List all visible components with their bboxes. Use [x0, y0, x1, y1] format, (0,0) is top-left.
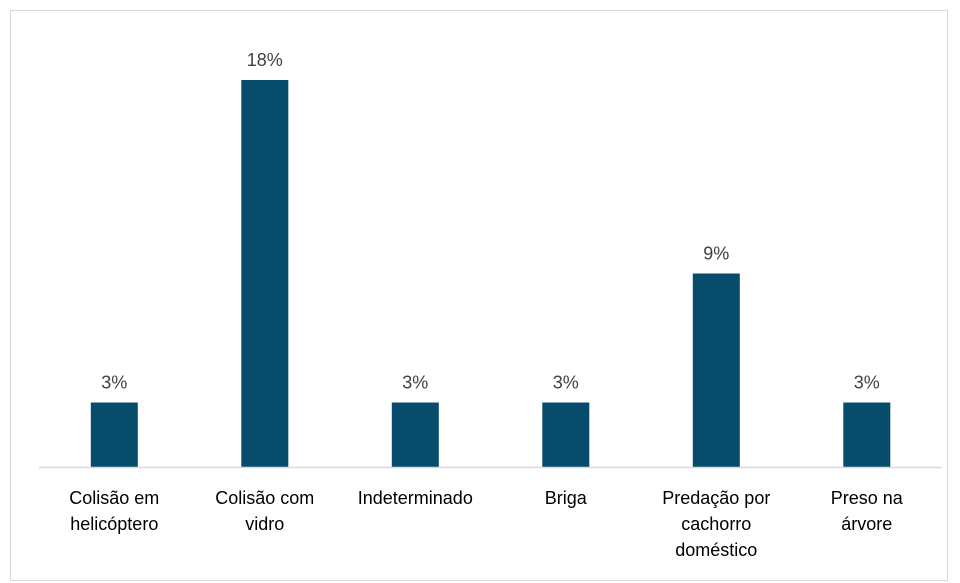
bar-2 [391, 402, 439, 467]
category-label-0: Colisão em helicóptero [69, 488, 159, 534]
category-label-5: Preso na árvore [831, 488, 904, 534]
data-label-3: 3% [553, 373, 579, 393]
category-label-2: Indeterminado [358, 488, 473, 508]
category-label-line: Briga [545, 488, 588, 508]
data-label-1: 18% [247, 50, 283, 70]
data-label-5: 3% [854, 373, 880, 393]
category-label-line: árvore [841, 514, 892, 534]
category-label-line: Preso na [831, 488, 904, 508]
bar-5 [843, 402, 891, 467]
bar-4 [692, 273, 740, 467]
bar-1 [241, 80, 289, 467]
bar-3 [542, 402, 590, 467]
category-label-line: Colisão com [215, 488, 314, 508]
category-label-line: cachorro [681, 514, 751, 534]
chart-frame [10, 10, 948, 581]
bar-0 [90, 402, 138, 467]
category-label-line: helicóptero [70, 514, 158, 534]
data-label-2: 3% [402, 373, 428, 393]
data-label-0: 3% [101, 373, 127, 393]
category-label-3: Briga [545, 488, 588, 508]
category-label-line: Predação por [662, 488, 770, 508]
category-label-4: Predação por cachorro doméstico [662, 488, 770, 560]
category-label-line: Indeterminado [358, 488, 473, 508]
category-label-line: doméstico [675, 540, 757, 560]
category-label-1: Colisão com vidro [215, 488, 314, 534]
data-label-4: 9% [703, 244, 729, 264]
category-label-line: Colisão em [69, 488, 159, 508]
category-label-line: vidro [245, 514, 284, 534]
